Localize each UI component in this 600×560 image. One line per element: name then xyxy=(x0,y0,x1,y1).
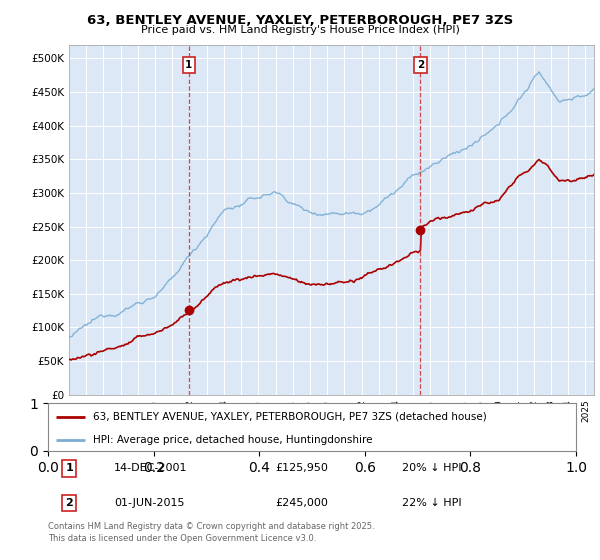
Text: Price paid vs. HM Land Registry's House Price Index (HPI): Price paid vs. HM Land Registry's House … xyxy=(140,25,460,35)
Text: 2: 2 xyxy=(417,60,424,70)
Text: Contains HM Land Registry data © Crown copyright and database right 2025.
This d: Contains HM Land Registry data © Crown c… xyxy=(48,522,374,543)
Text: 1: 1 xyxy=(65,464,73,473)
Text: 1: 1 xyxy=(185,60,193,70)
Text: 22% ↓ HPI: 22% ↓ HPI xyxy=(402,498,461,508)
Text: 14-DEC-2001: 14-DEC-2001 xyxy=(114,464,187,473)
Text: 01-JUN-2015: 01-JUN-2015 xyxy=(114,498,185,508)
Text: 63, BENTLEY AVENUE, YAXLEY, PETERBOROUGH, PE7 3ZS (detached house): 63, BENTLEY AVENUE, YAXLEY, PETERBOROUGH… xyxy=(93,412,487,422)
Text: 2: 2 xyxy=(65,498,73,508)
Text: £125,950: £125,950 xyxy=(275,464,328,473)
Text: 63, BENTLEY AVENUE, YAXLEY, PETERBOROUGH, PE7 3ZS: 63, BENTLEY AVENUE, YAXLEY, PETERBOROUGH… xyxy=(87,14,513,27)
Text: 20% ↓ HPI: 20% ↓ HPI xyxy=(402,464,461,473)
Text: HPI: Average price, detached house, Huntingdonshire: HPI: Average price, detached house, Hunt… xyxy=(93,435,373,445)
Text: £245,000: £245,000 xyxy=(275,498,328,508)
